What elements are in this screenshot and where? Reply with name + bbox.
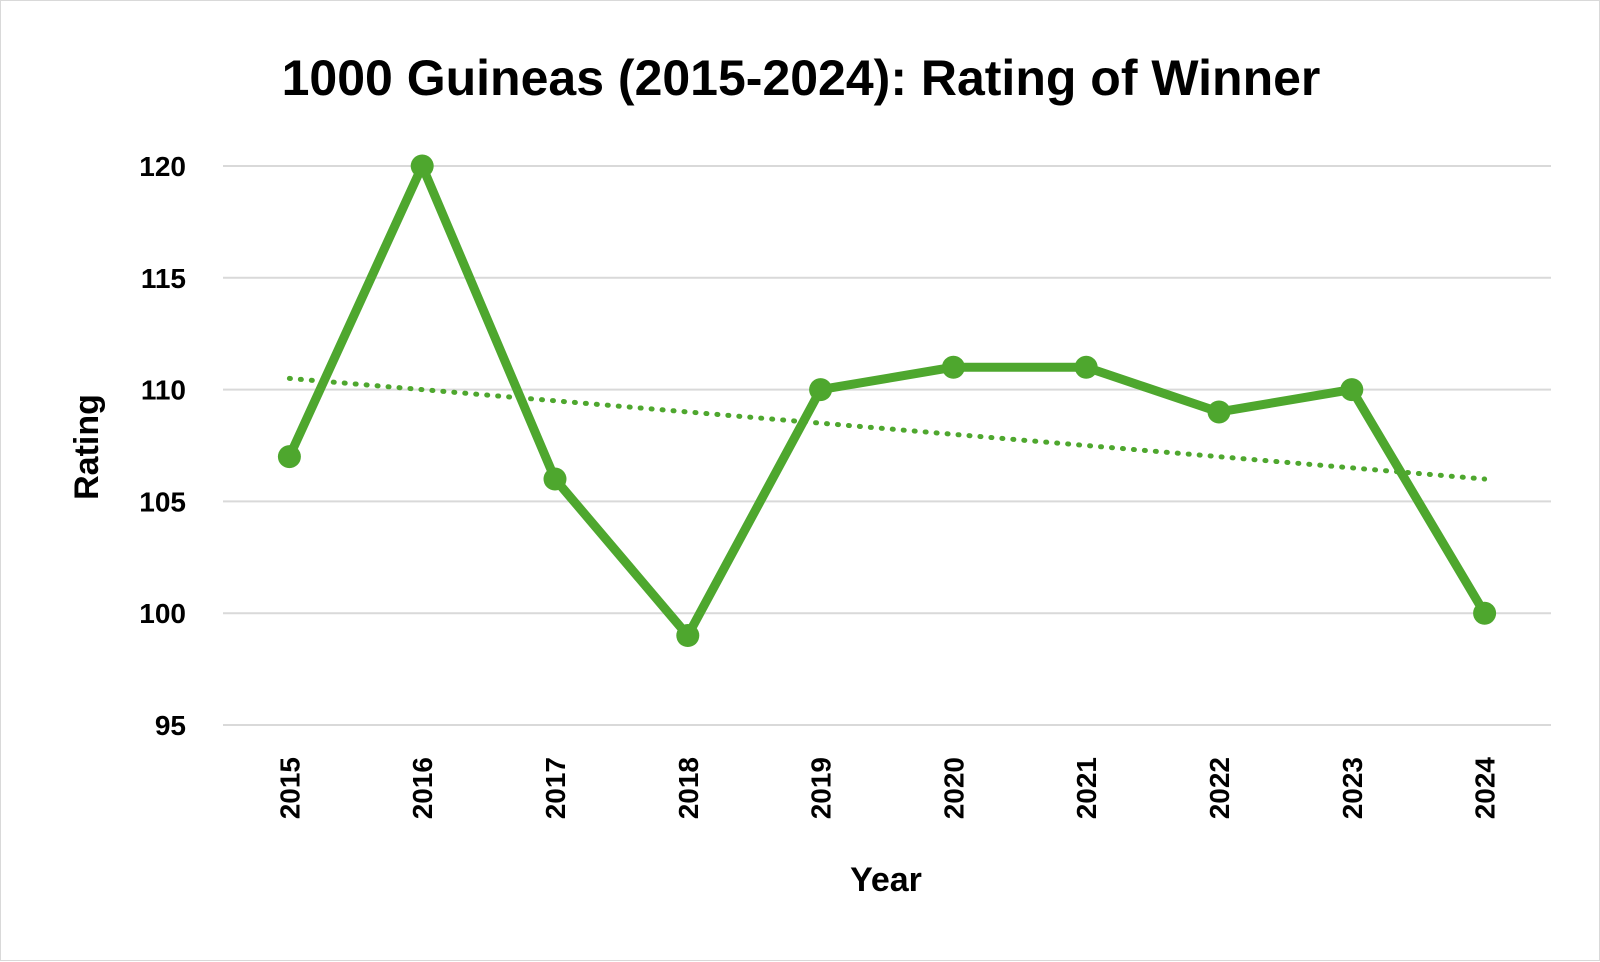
y-tick-label: 95 xyxy=(155,710,186,741)
x-tick-label: 2015 xyxy=(274,757,305,819)
chart-title: 1000 Guineas (2015-2024): Rating of Winn… xyxy=(282,50,1321,106)
y-axis-ticks: 95 100 105 110 115 120 xyxy=(139,151,186,741)
y-axis-title: Rating xyxy=(68,394,106,500)
y-tick-label: 100 xyxy=(139,598,186,629)
x-tick-label: 2017 xyxy=(540,757,571,819)
x-tick-label: 2016 xyxy=(407,757,438,819)
data-point xyxy=(543,467,567,491)
data-point xyxy=(809,378,833,402)
data-point xyxy=(1473,601,1497,625)
x-tick-label: 2018 xyxy=(673,757,704,819)
trendline-linear xyxy=(286,375,1488,482)
y-tick-label: 120 xyxy=(139,151,186,182)
data-point xyxy=(410,154,434,178)
x-tick-label: 2019 xyxy=(806,757,837,819)
data-point xyxy=(1074,355,1098,379)
trendline xyxy=(286,375,1488,482)
data-point xyxy=(1207,400,1231,424)
y-tick-label: 115 xyxy=(141,263,186,294)
data-point xyxy=(277,445,301,469)
x-tick-label: 2020 xyxy=(938,757,969,819)
data-point xyxy=(941,355,965,379)
data-point xyxy=(1340,378,1364,402)
y-tick-label: 105 xyxy=(139,486,186,517)
x-axis-title: Year xyxy=(850,861,922,899)
x-tick-label: 2021 xyxy=(1071,757,1102,819)
series-line xyxy=(284,161,1490,641)
data-point xyxy=(676,624,700,648)
x-tick-label: 2024 xyxy=(1470,757,1501,820)
x-axis-ticks: 2015 2016 2017 2018 2019 2020 2021 2022 2023 2024 xyxy=(274,757,1500,820)
y-tick-label: 110 xyxy=(141,375,186,406)
x-tick-label: 2022 xyxy=(1204,757,1235,819)
series-rating xyxy=(277,154,1497,648)
x-tick-label: 2023 xyxy=(1337,757,1368,819)
gridlines xyxy=(223,165,1551,726)
